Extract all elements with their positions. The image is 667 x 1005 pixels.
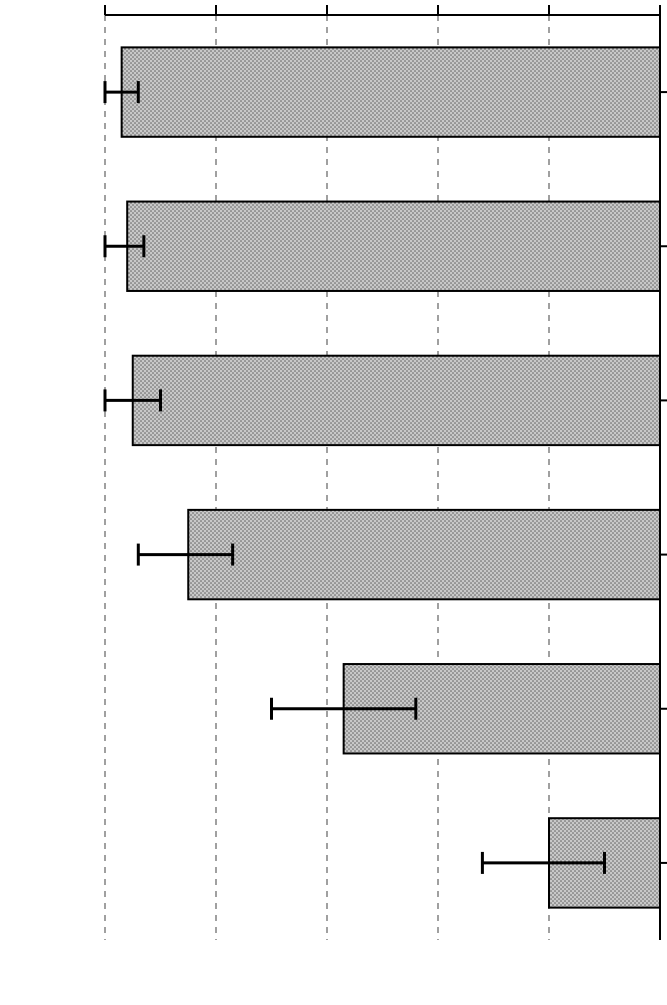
bar-chart: 预测的%SVR 时间(周) 02040608010081012162024 — [0, 0, 667, 1000]
y-tick-label: 60 — [338, 0, 364, 1]
y-tick-label: 20 — [560, 0, 586, 1]
y-tick-label: 80 — [227, 0, 253, 1]
bar — [188, 510, 660, 599]
chart-svg — [0, 0, 667, 1000]
y-tick-label: 40 — [449, 0, 475, 1]
bar — [133, 356, 660, 445]
y-tick-label: 100 — [116, 0, 142, 1]
bar — [122, 47, 660, 136]
bar — [127, 202, 660, 291]
